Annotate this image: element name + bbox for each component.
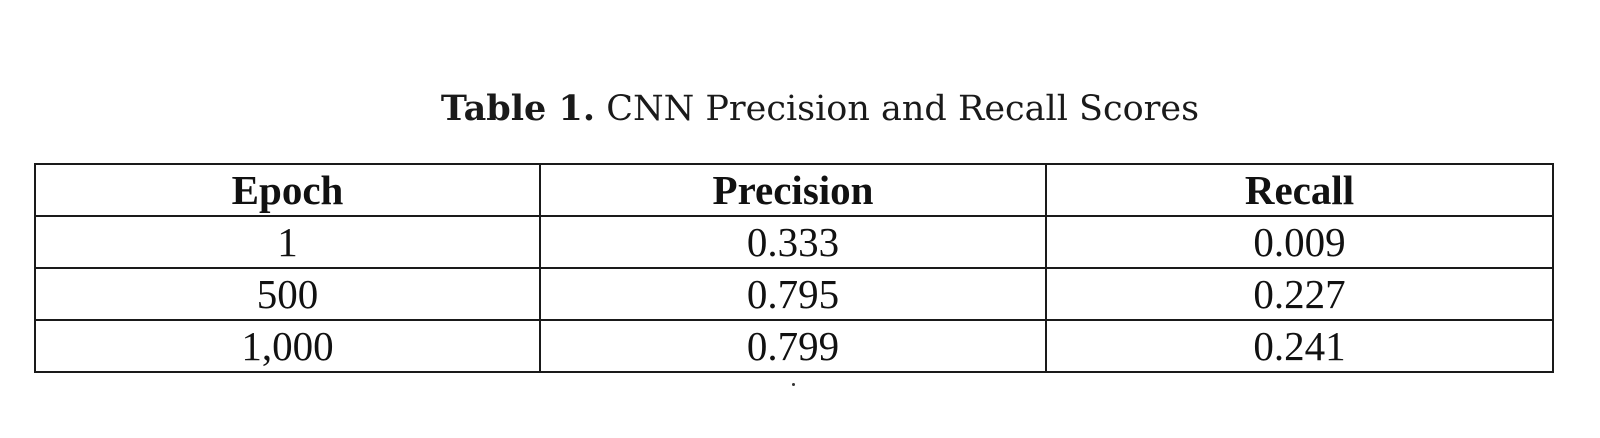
header-precision: Precision [539,163,1047,217]
table-row: 1,000 0.799 0.241 [34,319,1554,373]
cell-precision: 0.795 [539,267,1047,321]
header-recall: Recall [1045,163,1554,217]
cell-recall: 0.227 [1045,267,1554,321]
cell-epoch: 500 [34,267,541,321]
cell-recall: 0.009 [1045,215,1554,269]
cell-recall: 0.241 [1045,319,1554,373]
cell-precision: 0.333 [539,215,1047,269]
table-header-row: Epoch Precision Recall [34,163,1554,217]
cell-epoch: 1 [34,215,541,269]
table-row: 500 0.795 0.227 [34,267,1554,321]
results-table-container: Epoch Precision Recall 1 0.333 0.009 500… [34,163,1554,373]
table-caption-label: Table 1. [440,88,596,129]
results-table: Epoch Precision Recall 1 0.333 0.009 500… [34,163,1554,373]
table-caption: Table 1. CNN Precision and Recall Scores [0,84,1600,134]
table-row: 1 0.333 0.009 [34,215,1554,269]
cell-precision: 0.799 [539,319,1047,373]
table-caption-text: CNN Precision and Recall Scores [606,89,1200,129]
header-epoch: Epoch [34,163,541,217]
stray-dot [792,383,795,386]
cell-epoch: 1,000 [34,319,541,373]
